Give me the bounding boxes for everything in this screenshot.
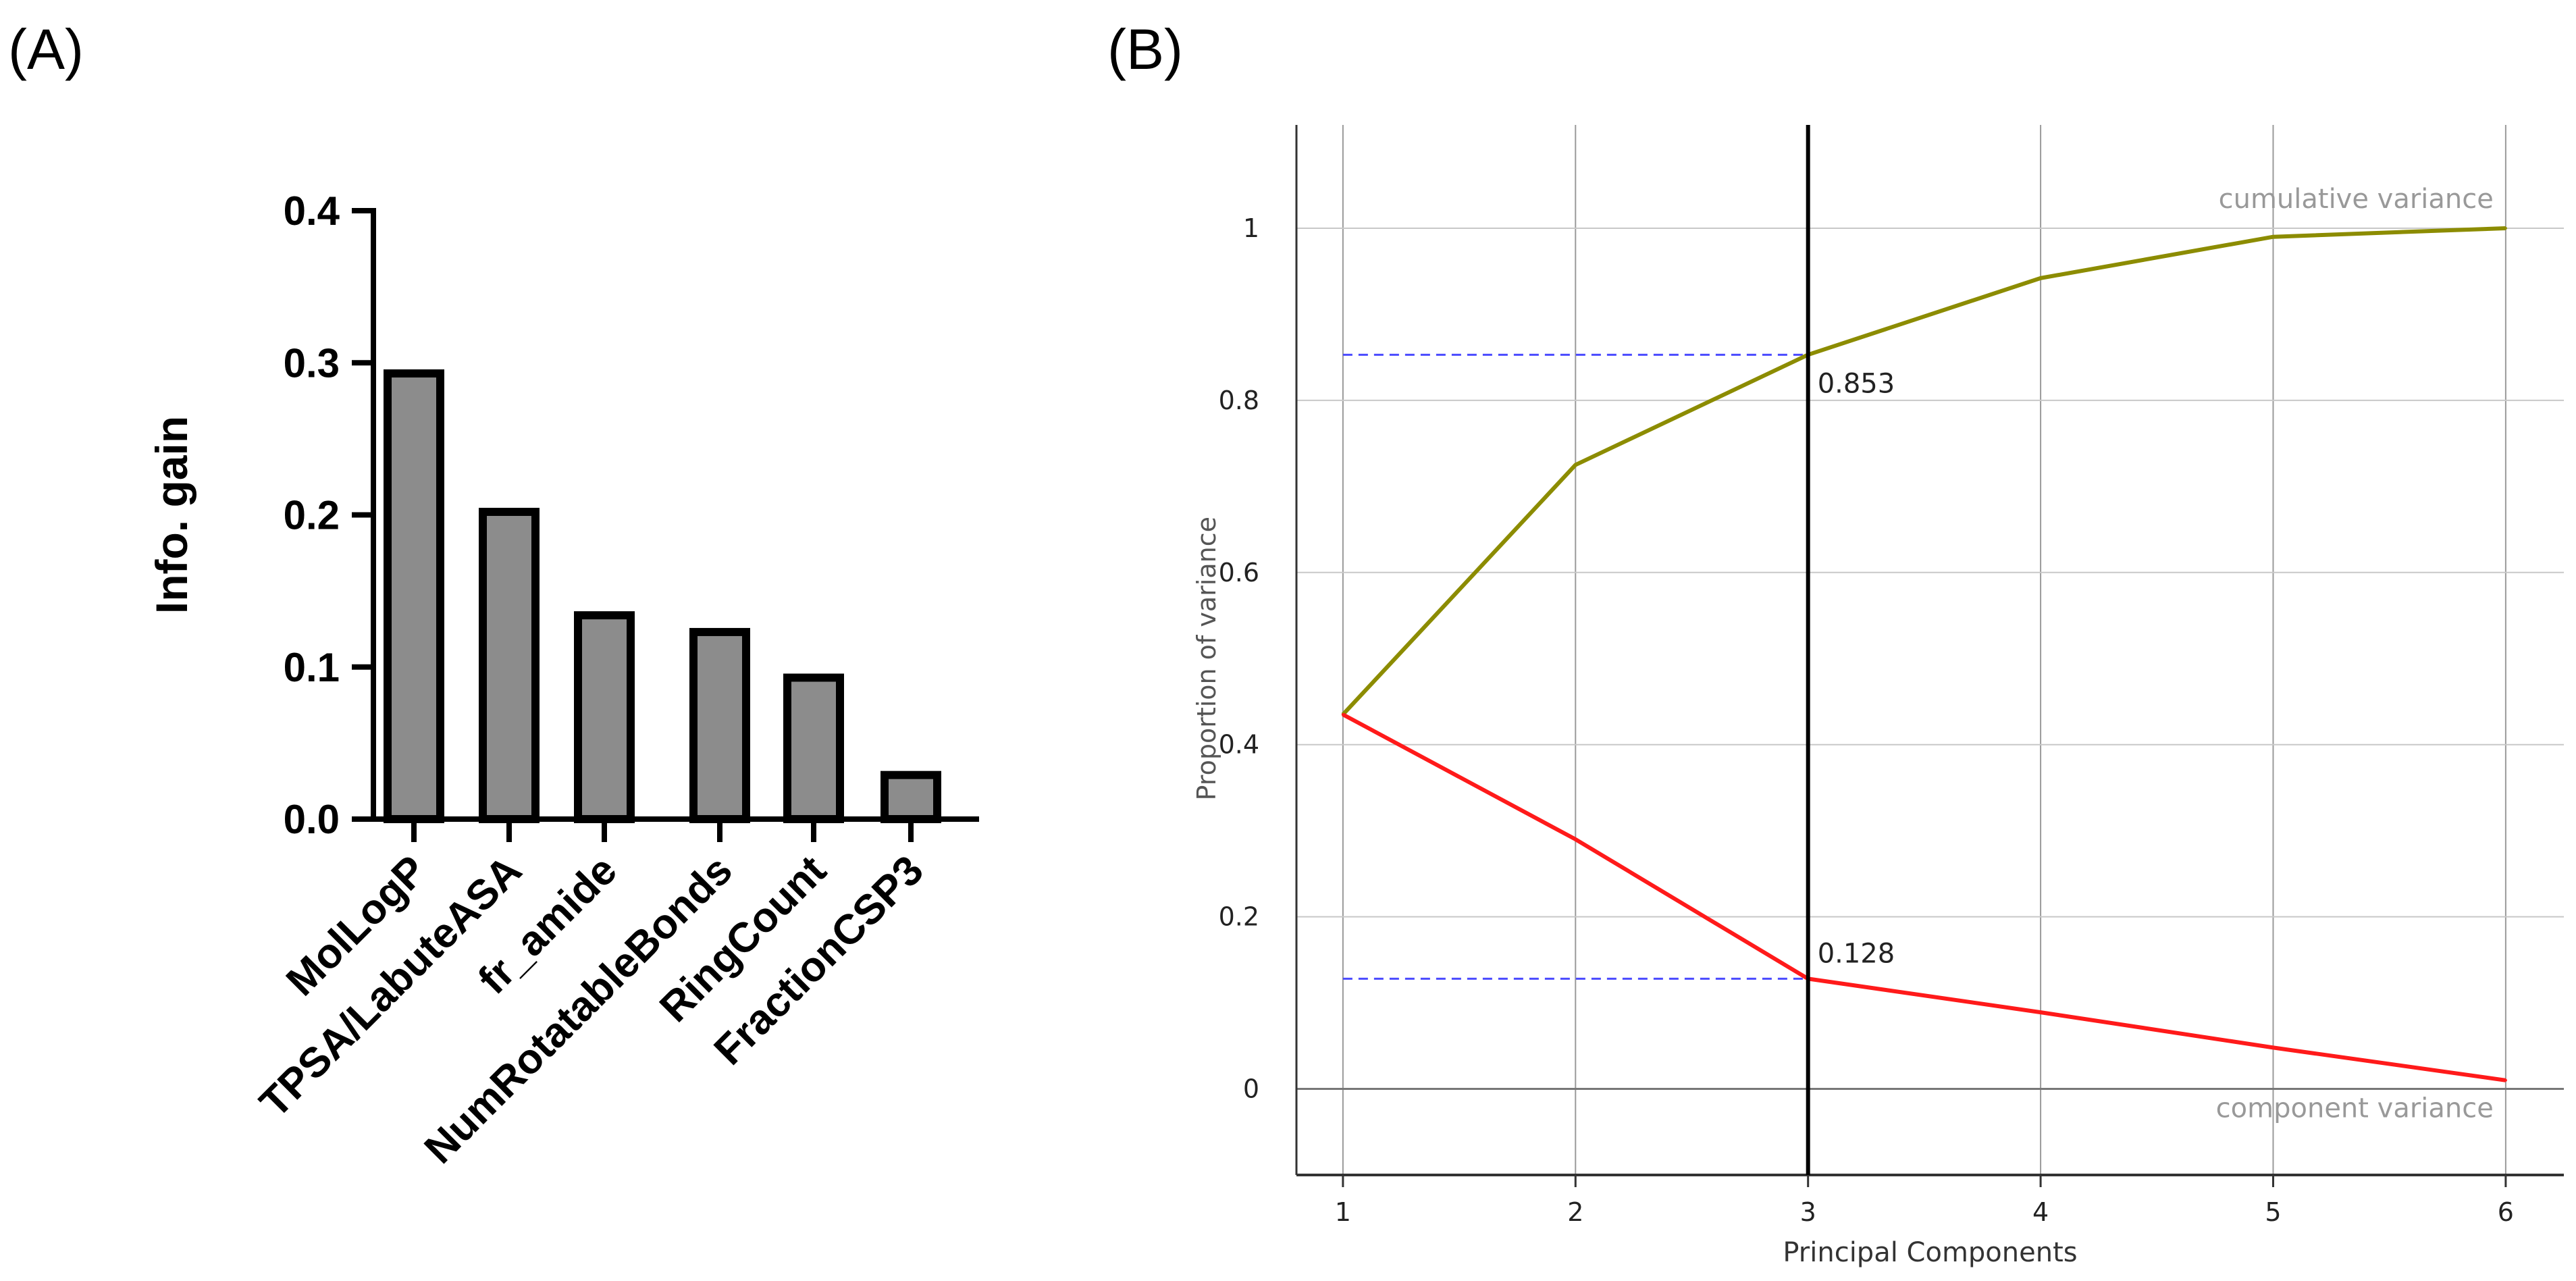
line-chart: 0 0.2 0.4 0.6 0.8 1 1 2 3 4 5 6 Principal Components… [1192, 125, 2564, 1268]
y-axis-label: Proportion of variance [1192, 517, 1221, 800]
bar-1 [479, 507, 540, 823]
annotation-value: 0.128 [1818, 938, 1895, 969]
y-tick-label: 0.2 [284, 493, 340, 538]
x-tick-label: 4 [2032, 1197, 2049, 1227]
panel-b-label: (B) [1107, 18, 1183, 81]
y-tick-label: 0.6 [1219, 558, 1259, 587]
x-tick-label: 2 [1567, 1197, 1583, 1227]
y-tick-label: 0.8 [1219, 386, 1259, 415]
bar-5 [880, 770, 941, 823]
y-tick-label: 0.1 [284, 645, 340, 690]
series-note-component: component variance [2216, 1093, 2494, 1124]
x-tick-label: 6 [2498, 1197, 2514, 1227]
data-point [2504, 1078, 2507, 1082]
y-axis-label: Info. gain [147, 416, 196, 614]
data-point [1574, 837, 1577, 841]
x-tick-label: 1 [1335, 1197, 1351, 1227]
data-point [2271, 235, 2275, 238]
bar-3 [689, 627, 750, 823]
panel-a-label: (A) [8, 18, 84, 81]
data-point [2039, 1011, 2043, 1014]
y-tick-label: 0.4 [1219, 730, 1259, 760]
y-tick-label: 0.3 [284, 340, 340, 386]
data-point [2271, 1046, 2275, 1049]
y-tick-label: 1 [1243, 213, 1259, 243]
series-note-cumulative: cumulative variance [2219, 184, 2494, 215]
x-tick-label: 5 [2265, 1197, 2281, 1227]
data-point [1341, 713, 1344, 716]
bar-0 [384, 369, 444, 823]
data-point [1574, 463, 1577, 467]
x-tick-label: 3 [1800, 1197, 1816, 1227]
y-tick-label: 0.4 [284, 188, 340, 234]
y-tick-label: 0.0 [284, 797, 340, 842]
bar-2 [574, 611, 635, 823]
y-tick-label: 0 [1243, 1074, 1259, 1104]
x-axis-label: Principal Components [1783, 1237, 2077, 1268]
data-point [2039, 276, 2043, 280]
series-line-1 [1342, 712, 2506, 1082]
y-tick-label: 0.2 [1219, 902, 1259, 932]
series-line-0 [1341, 226, 2506, 716]
annotation-value: 0.853 [1818, 368, 1895, 399]
bar-4 [783, 673, 844, 824]
data-point [2504, 226, 2507, 230]
